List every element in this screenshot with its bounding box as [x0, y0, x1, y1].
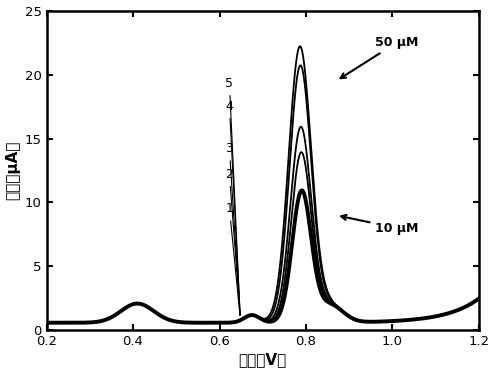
Text: 5: 5	[225, 77, 240, 315]
Text: 10 μM: 10 μM	[341, 215, 418, 235]
X-axis label: 电位（V）: 电位（V）	[239, 352, 287, 367]
Text: 3: 3	[226, 142, 240, 315]
Text: 2: 2	[226, 168, 240, 315]
Text: 4: 4	[226, 100, 240, 315]
Text: 1: 1	[226, 203, 240, 315]
Text: 50 μM: 50 μM	[341, 36, 418, 78]
Y-axis label: 电流（μA）: 电流（μA）	[5, 141, 21, 200]
